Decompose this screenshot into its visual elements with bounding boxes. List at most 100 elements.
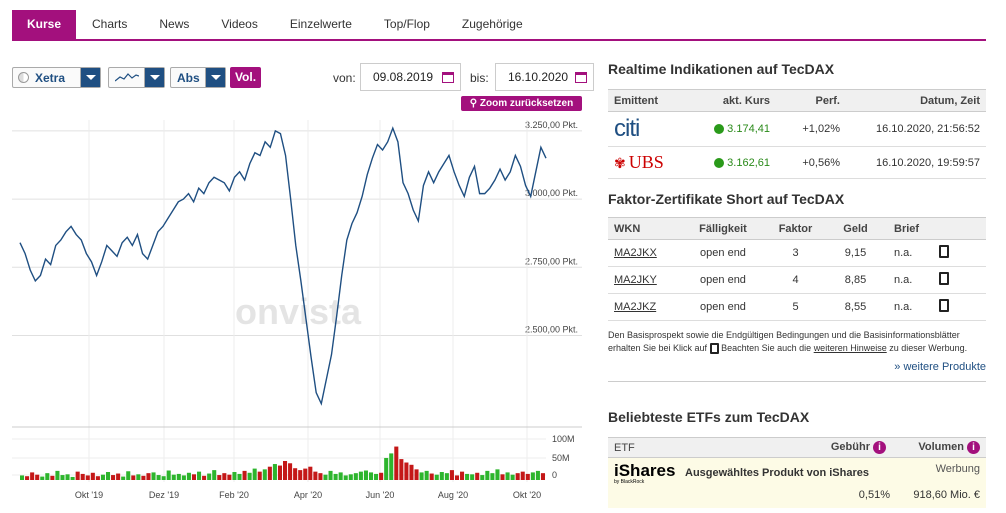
col-perf: Perf. — [776, 89, 846, 112]
fee-value: 0,51% — [858, 489, 890, 501]
due-cell: open end — [678, 293, 768, 321]
faktor-title: Faktor-Zertifikate Short auf TecDAX — [608, 191, 845, 207]
document-icon[interactable] — [709, 343, 719, 355]
status-dot-icon — [714, 157, 725, 168]
tab-zugeh-rige[interactable]: Zugehörige — [461, 17, 523, 31]
wkn-link[interactable]: MA2JKZ — [608, 293, 678, 321]
volume-bar — [515, 473, 520, 480]
tab-charts[interactable]: Charts — [92, 17, 128, 31]
doc-cell — [933, 293, 986, 321]
table-row[interactable]: citi 3.174,41 +1,02% 16.10.2020, 21:56:5… — [608, 111, 986, 147]
volume-bar — [374, 473, 379, 480]
col-etf: ETF — [614, 441, 635, 454]
volume-bar — [323, 474, 328, 480]
info-icon[interactable]: i — [873, 441, 886, 454]
document-icon[interactable] — [939, 299, 949, 312]
volume-bar — [419, 472, 424, 480]
disclaimer-text: zu dieser Werbung. — [889, 343, 968, 353]
x-tick-label: Feb '20 — [219, 490, 249, 500]
realtime-title: Realtime Indikationen auf TecDAX — [608, 61, 835, 77]
volume-bar — [20, 475, 25, 480]
table-row[interactable]: MA2JKY open end 4 8,85 n.a. — [608, 266, 986, 294]
volume-bar — [495, 469, 500, 480]
wkn[interactable]: MA2JKX — [614, 247, 657, 259]
watermark: onvista — [235, 291, 362, 332]
volume-bar — [121, 476, 126, 480]
exchange-select[interactable]: Xetra — [12, 67, 101, 88]
volume-bar — [105, 472, 111, 480]
table-row[interactable]: MA2JKX open end 3 9,15 n.a. — [608, 239, 986, 267]
wkn-link[interactable]: MA2JKY — [608, 266, 678, 294]
chart-type-select[interactable] — [108, 67, 165, 88]
from-date-input[interactable]: 09.08.2019 — [360, 63, 461, 91]
volume-bar — [257, 471, 262, 480]
scale-select[interactable]: Abs — [170, 67, 226, 88]
tab-einzelwerte[interactable]: Einzelwerte — [289, 17, 352, 31]
volume-bar — [465, 473, 470, 480]
volume-bar — [379, 472, 384, 480]
volume-bar — [65, 474, 70, 480]
divider — [608, 381, 986, 382]
chevron-down-icon[interactable] — [80, 68, 100, 87]
chevron-down-icon[interactable] — [144, 68, 164, 87]
zoom-reset-button[interactable]: ⚲ Zoom zurücksetzen — [461, 96, 582, 111]
volume-bar — [500, 474, 505, 480]
from-label: von: — [333, 71, 356, 85]
volume-bar — [368, 472, 374, 480]
brand-sub: by BlackRock — [614, 479, 645, 485]
tab-top-flop[interactable]: Top/Flop — [383, 17, 430, 31]
table-row[interactable]: ✾ UBS 3.162,61 +0,56% 16.10.2020, 19:59:… — [608, 146, 986, 179]
volume-bar — [197, 471, 202, 480]
volume-bar — [100, 474, 105, 480]
tab-news[interactable]: News — [159, 17, 190, 31]
volume-bar — [217, 475, 222, 480]
etf-header: ETF Gebühr i Volumen i — [608, 437, 986, 458]
doc-cell — [933, 239, 986, 267]
col-fee: Gebühr i — [786, 441, 886, 454]
chevron-down-icon[interactable] — [205, 68, 225, 87]
volume-bar — [176, 473, 181, 480]
volume-bar — [202, 475, 207, 480]
col-ask: Brief — [888, 217, 933, 240]
volume-toggle[interactable]: Vol. — [230, 67, 261, 88]
volume-bar — [171, 474, 176, 480]
wkn[interactable]: MA2JKY — [614, 274, 657, 286]
to-date-input[interactable]: 16.10.2020 — [495, 63, 594, 91]
volume-bar — [161, 476, 166, 480]
faktor-table: WKN Fälligkeit Faktor Geld Brief MA2JKX o… — [608, 217, 986, 321]
tab-videos[interactable]: Videos — [221, 17, 258, 31]
volume-bar — [242, 470, 247, 480]
ubs-logo: ✾ UBS — [608, 146, 706, 179]
volume-bar — [394, 446, 399, 480]
volume-bar — [262, 469, 267, 480]
volume-bar — [389, 453, 394, 480]
tab-kurse[interactable]: Kurse — [12, 10, 77, 39]
document-icon[interactable] — [939, 245, 949, 258]
y-tick-label: 3.250,00 Pkt. — [525, 120, 578, 130]
col-due: Fälligkeit — [678, 217, 768, 240]
calendar-icon[interactable] — [442, 72, 454, 83]
info-icon[interactable]: i — [967, 441, 980, 454]
document-icon[interactable] — [939, 272, 949, 285]
ad-label: Werbung — [935, 463, 980, 475]
table-row[interactable]: MA2JKZ open end 5 8,55 n.a. — [608, 293, 986, 321]
volume-bar — [136, 474, 141, 480]
col-wkn: WKN — [608, 217, 678, 240]
volume-bar — [111, 475, 116, 480]
wkn-link[interactable]: MA2JKX — [608, 239, 678, 267]
product-name: Ausgewähltes Produkt von iShares — [685, 467, 869, 479]
etf-row[interactable]: iShares by BlackRock Ausgewähltes Produk… — [608, 458, 986, 508]
citi-logo: citi — [608, 111, 706, 147]
volume-bar — [50, 475, 55, 480]
more-products-link[interactable]: » weitere Produkte — [894, 361, 986, 373]
wkn[interactable]: MA2JKZ — [614, 301, 657, 313]
x-tick-label: Okt '20 — [513, 490, 541, 500]
volume-bar — [414, 469, 419, 480]
brand-name: iShares — [614, 461, 676, 480]
x-tick-label: Aug '20 — [438, 490, 468, 500]
price-chart[interactable]: 3.250,00 Pkt. 3.000,00 Pkt. 2.750,00 Pkt. 2… — [12, 112, 582, 507]
calendar-icon[interactable] — [575, 72, 587, 83]
volume-bar — [126, 471, 131, 480]
volume-bar — [439, 472, 444, 480]
hints-link[interactable]: weiteren Hinweise — [813, 343, 887, 353]
